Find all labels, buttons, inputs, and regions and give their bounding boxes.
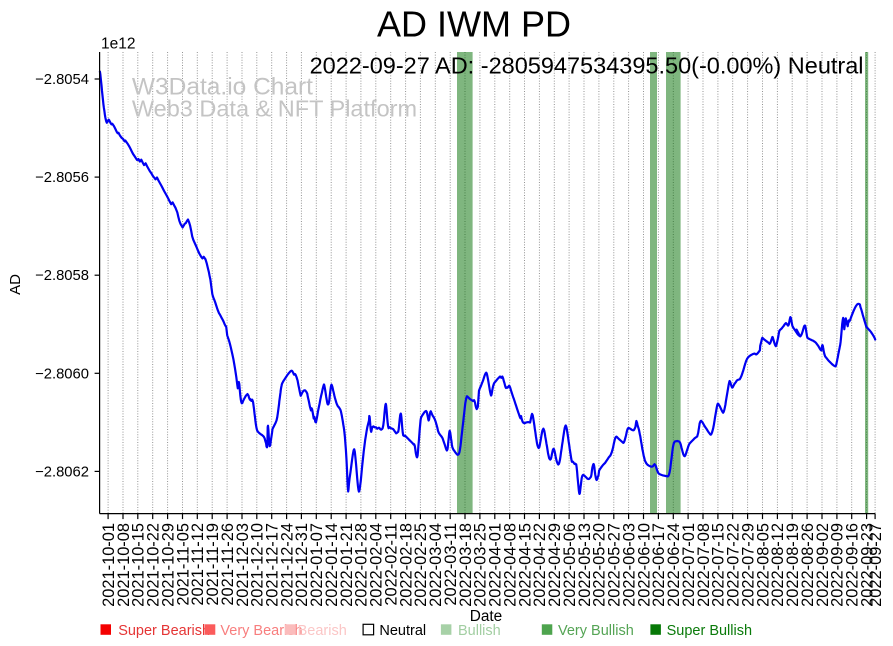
svg-text:2021-12-03: 2021-12-03	[234, 523, 252, 607]
svg-text:1e12: 1e12	[101, 36, 135, 53]
svg-text:2022-04-01: 2022-04-01	[487, 523, 505, 607]
svg-text:2022-07-01: 2022-07-01	[680, 523, 698, 607]
svg-text:Very Bullish: Very Bullish	[558, 623, 634, 639]
svg-text:2022-08-26: 2022-08-26	[799, 523, 817, 607]
svg-text:2022-03-18: 2022-03-18	[457, 523, 475, 607]
svg-text:2021-10-01: 2021-10-01	[100, 523, 118, 607]
svg-text:2022-01-07: 2022-01-07	[308, 523, 326, 607]
svg-text:2022-03-25: 2022-03-25	[472, 523, 490, 607]
svg-text:−2.8058: −2.8058	[35, 268, 89, 284]
svg-text:2022-05-27: 2022-05-27	[606, 523, 624, 607]
svg-text:2022-02-11: 2022-02-11	[383, 523, 401, 606]
svg-text:2021-12-17: 2021-12-17	[264, 523, 282, 607]
svg-text:2022-08-05: 2022-08-05	[754, 523, 772, 607]
svg-text:2022-01-14: 2022-01-14	[323, 523, 341, 607]
svg-text:2022-02-04: 2022-02-04	[368, 523, 386, 607]
svg-text:2022-01-28: 2022-01-28	[353, 523, 371, 607]
svg-text:2022-05-13: 2022-05-13	[576, 523, 594, 607]
svg-text:2022-06-17: 2022-06-17	[650, 523, 668, 607]
svg-text:Date: Date	[470, 608, 503, 625]
svg-text:2021-12-31: 2021-12-31	[293, 523, 311, 607]
svg-text:2022-09-02: 2022-09-02	[814, 523, 832, 607]
svg-text:AD: AD	[7, 274, 24, 295]
svg-text:2021-12-24: 2021-12-24	[278, 523, 296, 607]
svg-text:2021-10-22: 2021-10-22	[145, 523, 163, 607]
svg-text:2021-11-05: 2021-11-05	[174, 523, 192, 606]
svg-text:Bullish: Bullish	[458, 623, 501, 639]
svg-text:2022-06-24: 2022-06-24	[665, 523, 683, 607]
svg-text:2022-02-25: 2022-02-25	[412, 523, 430, 607]
svg-text:2021-10-15: 2021-10-15	[130, 523, 148, 607]
svg-text:2022-09-16: 2022-09-16	[844, 523, 862, 607]
svg-text:Very Bearish: Very Bearish	[220, 623, 302, 639]
svg-text:2022-05-06: 2022-05-06	[561, 523, 579, 607]
svg-text:2022-07-15: 2022-07-15	[710, 523, 728, 607]
svg-text:2022-05-20: 2022-05-20	[591, 523, 609, 607]
svg-text:2021-11-19: 2021-11-19	[204, 523, 222, 606]
svg-text:2021-12-10: 2021-12-10	[249, 523, 267, 607]
svg-text:−2.8054: −2.8054	[35, 72, 89, 88]
svg-text:2022-07-29: 2022-07-29	[739, 523, 757, 607]
svg-text:Neutral: Neutral	[379, 623, 426, 639]
svg-text:2022-04-08: 2022-04-08	[502, 523, 520, 607]
svg-text:2022-09-09: 2022-09-09	[829, 523, 847, 607]
svg-text:2022-03-11: 2022-03-11	[442, 523, 460, 606]
svg-text:2022-06-10: 2022-06-10	[635, 523, 653, 607]
svg-text:Web3 Data & NFT Platform: Web3 Data & NFT Platform	[132, 95, 417, 121]
svg-text:2022-04-22: 2022-04-22	[531, 523, 549, 607]
svg-text:Bearish: Bearish	[298, 623, 347, 639]
svg-text:2021-10-08: 2021-10-08	[115, 523, 133, 607]
svg-text:2022-04-15: 2022-04-15	[516, 523, 534, 607]
svg-text:Super Bearish: Super Bearish	[118, 623, 210, 639]
svg-text:W3Data.io Chart: W3Data.io Chart	[132, 74, 313, 101]
svg-text:2022-07-08: 2022-07-08	[695, 523, 713, 607]
svg-text:2022-07-22: 2022-07-22	[725, 523, 743, 607]
svg-text:2022-01-21: 2022-01-21	[338, 523, 356, 607]
svg-text:2021-11-26: 2021-11-26	[219, 523, 237, 606]
svg-text:Super Bullish: Super Bullish	[667, 623, 752, 639]
svg-text:AD IWM PD: AD IWM PD	[377, 3, 571, 44]
svg-text:2022-02-18: 2022-02-18	[397, 523, 415, 607]
svg-text:−2.8060: −2.8060	[35, 366, 89, 382]
svg-text:2022-03-04: 2022-03-04	[427, 523, 445, 607]
svg-text:2022-09-27: 2022-09-27	[867, 523, 885, 607]
svg-text:2022-09-23: 2022-09-23	[858, 523, 876, 607]
svg-text:2021-11-12: 2021-11-12	[189, 523, 207, 606]
svg-text:2022-08-19: 2022-08-19	[784, 523, 802, 607]
svg-text:2022-04-29: 2022-04-29	[546, 523, 564, 607]
svg-text:2022-08-12: 2022-08-12	[769, 523, 787, 607]
svg-text:2022-06-03: 2022-06-03	[620, 523, 638, 607]
svg-text:−2.8062: −2.8062	[35, 464, 89, 480]
svg-text:2021-10-29: 2021-10-29	[159, 523, 177, 607]
svg-text:2022-09-27 AD: -2805947534395.: 2022-09-27 AD: -2805947534395.50(-0.00%)…	[310, 52, 864, 78]
svg-text:−2.8056: −2.8056	[35, 170, 89, 186]
